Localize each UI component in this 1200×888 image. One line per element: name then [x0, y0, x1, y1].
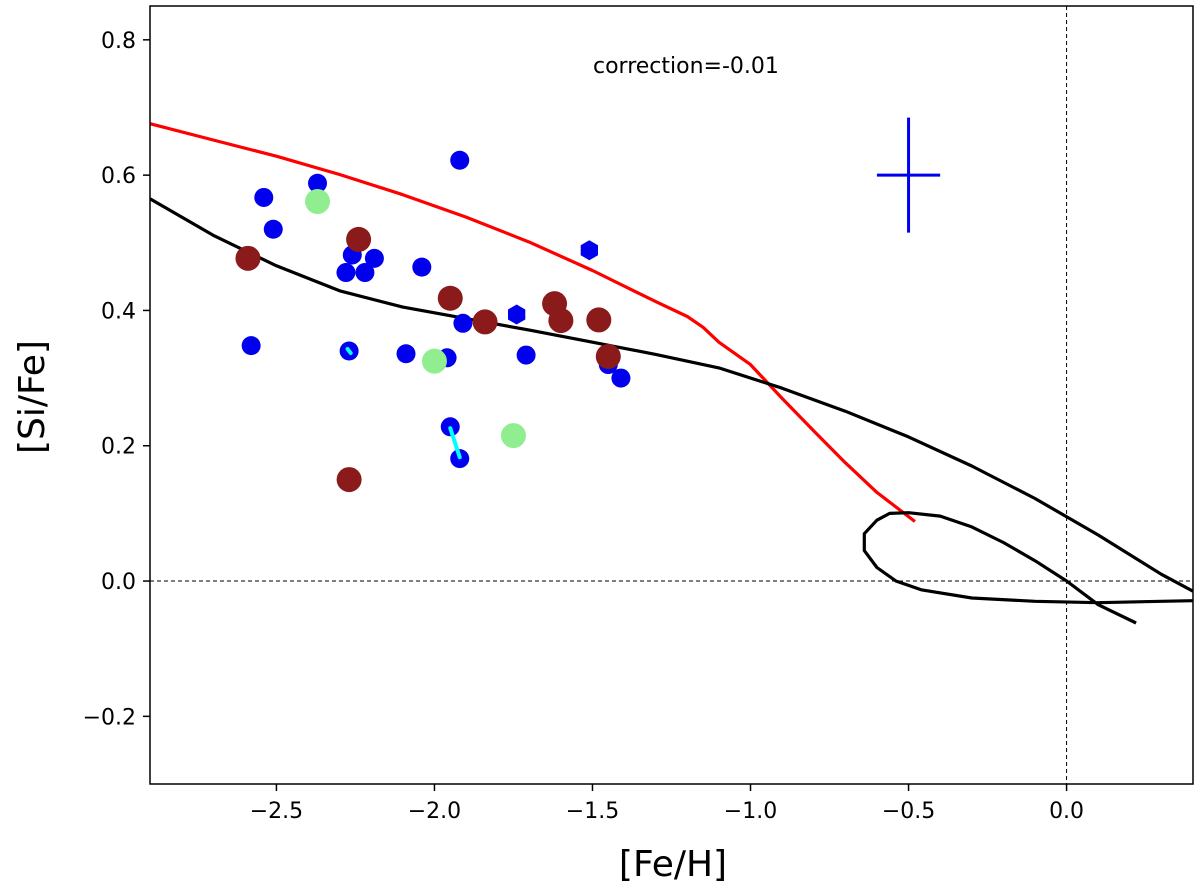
plot-area: −2.5 −2.0 −1.5 −1.0 −0.5 0.0 −0.2 0.0 0.2 0.4 0.6 0…: [83, 5, 1194, 824]
data-point: [437, 285, 463, 311]
data-point: [336, 467, 362, 493]
data-point: [500, 423, 526, 449]
data-connector: [345, 346, 353, 356]
y-tick-label: 0.2: [101, 435, 136, 460]
y-axis-label: [Si/Fe]: [12, 340, 53, 454]
clipped-layer: [150, 6, 1193, 784]
y-tick-label: 0.0: [101, 570, 136, 595]
x-tick-label: 0.0: [1049, 799, 1084, 824]
y-tick-label: 0.6: [101, 164, 136, 189]
data-point-hexagon: [508, 304, 526, 325]
x-tick-label: −1.5: [566, 799, 619, 824]
model-curve-2: [150, 197, 1193, 593]
x-tick-label: −0.5: [882, 799, 935, 824]
data-point: [336, 263, 356, 283]
data-point-hexagon: [580, 240, 598, 261]
data-point: [308, 173, 328, 193]
x-axis-label: [Fe/H]: [619, 844, 727, 885]
model-curve-3: [862, 511, 1193, 625]
data-point: [364, 248, 384, 268]
data-point: [235, 245, 261, 271]
data-point: [595, 343, 621, 369]
data-point: [241, 336, 261, 356]
data-point: [586, 307, 612, 333]
data-point: [548, 308, 574, 334]
model-curve-1: [150, 122, 916, 523]
data-point: [611, 368, 631, 388]
correction-annotation: correction=-0.01: [593, 54, 779, 79]
data-point: [412, 257, 432, 277]
data-point: [263, 219, 283, 239]
data-point: [355, 263, 375, 283]
data-point: [516, 345, 536, 365]
data-point: [396, 344, 416, 364]
data-connector: [448, 426, 462, 460]
y-tick-label: −0.2: [83, 705, 136, 730]
x-tick-label: −1.0: [724, 799, 777, 824]
plot-frame: [149, 5, 1194, 785]
data-point: [346, 226, 372, 252]
y-tick-label: 0.4: [101, 299, 136, 324]
data-point: [254, 187, 274, 207]
data-point: [305, 189, 331, 215]
data-point: [453, 313, 473, 333]
x-tick-label: −2.0: [408, 799, 461, 824]
data-point: [450, 150, 470, 170]
y-tick-label: 0.8: [101, 29, 136, 54]
data-point: [421, 348, 447, 374]
data-point: [472, 309, 498, 335]
x-tick-label: −2.5: [250, 799, 303, 824]
